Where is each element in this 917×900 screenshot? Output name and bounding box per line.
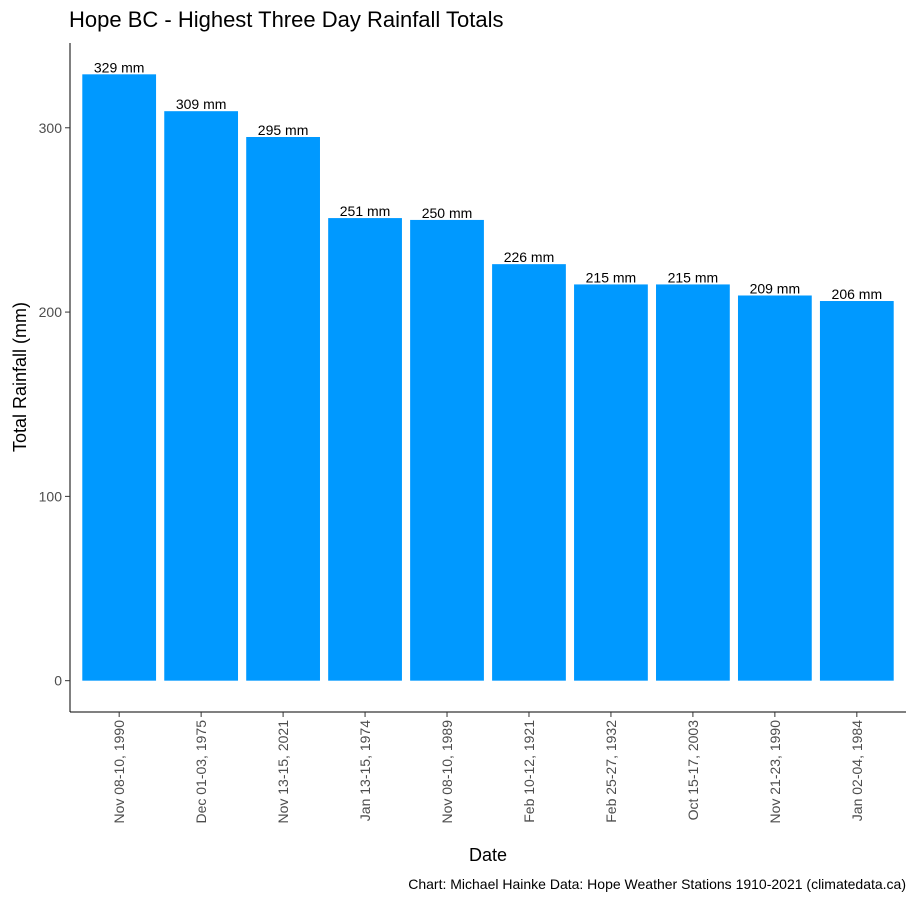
bar-6 bbox=[574, 284, 648, 681]
y-axis-ticks: 0 100 200 300 bbox=[39, 120, 70, 689]
x-tick-label-1: Dec 01-03, 1975 bbox=[193, 720, 209, 824]
y-axis-title: Total Rainfall (mm) bbox=[10, 302, 30, 452]
chart-caption: Chart: Michael Hainke Data: Hope Weather… bbox=[408, 876, 906, 892]
x-axis-title: Date bbox=[469, 845, 507, 865]
data-label-2: 295 mm bbox=[258, 122, 309, 138]
y-tick-label-3: 300 bbox=[39, 120, 63, 136]
chart-title: Hope BC - Highest Three Day Rainfall Tot… bbox=[69, 7, 504, 32]
x-tick-label-5: Feb 10-12, 1921 bbox=[521, 720, 537, 823]
bar-3 bbox=[328, 218, 402, 681]
y-tick-label-0: 0 bbox=[54, 673, 62, 689]
bar-7 bbox=[656, 284, 730, 681]
data-label-6: 215 mm bbox=[586, 269, 637, 285]
x-tick-label-8: Nov 21-23, 1990 bbox=[767, 720, 783, 824]
bar-4 bbox=[410, 219, 484, 681]
data-label-5: 226 mm bbox=[504, 249, 555, 265]
bar-2 bbox=[246, 136, 320, 681]
data-label-0: 329 mm bbox=[94, 59, 145, 75]
x-tick-label-3: Jan 13-15, 1974 bbox=[357, 720, 373, 821]
x-tick-label-9: Jan 02-04, 1984 bbox=[849, 720, 865, 821]
data-label-4: 250 mm bbox=[422, 205, 473, 221]
x-tick-label-0: Nov 08-10, 1990 bbox=[111, 720, 127, 824]
data-label-7: 215 mm bbox=[668, 269, 719, 285]
y-tick-label-2: 200 bbox=[39, 304, 63, 320]
bar-8 bbox=[737, 295, 812, 681]
bar-5 bbox=[492, 264, 566, 681]
data-labels-group: 329 mm 309 mm 295 mm 251 mm 250 mm 226 mm 215 … bbox=[94, 59, 882, 302]
x-tick-label-4: Nov 08-10, 1989 bbox=[439, 720, 455, 824]
x-tick-label-6: Feb 25-27, 1932 bbox=[603, 720, 619, 823]
bar-0 bbox=[82, 74, 157, 681]
data-label-3: 251 mm bbox=[340, 203, 391, 219]
x-axis-ticks: Nov 08-10, 1990 Dec 01-03, 1975 Nov 13-15,… bbox=[111, 712, 865, 824]
data-label-8: 209 mm bbox=[750, 280, 801, 296]
bars-group bbox=[82, 74, 894, 681]
data-label-9: 206 mm bbox=[832, 286, 883, 302]
bar-9 bbox=[819, 301, 894, 681]
x-tick-label-7: Oct 15-17, 2003 bbox=[685, 720, 701, 821]
x-tick-label-2: Nov 13-15, 2021 bbox=[275, 720, 291, 824]
y-tick-label-1: 100 bbox=[39, 488, 63, 504]
data-label-1: 309 mm bbox=[176, 96, 227, 112]
bar-1 bbox=[164, 111, 239, 681]
